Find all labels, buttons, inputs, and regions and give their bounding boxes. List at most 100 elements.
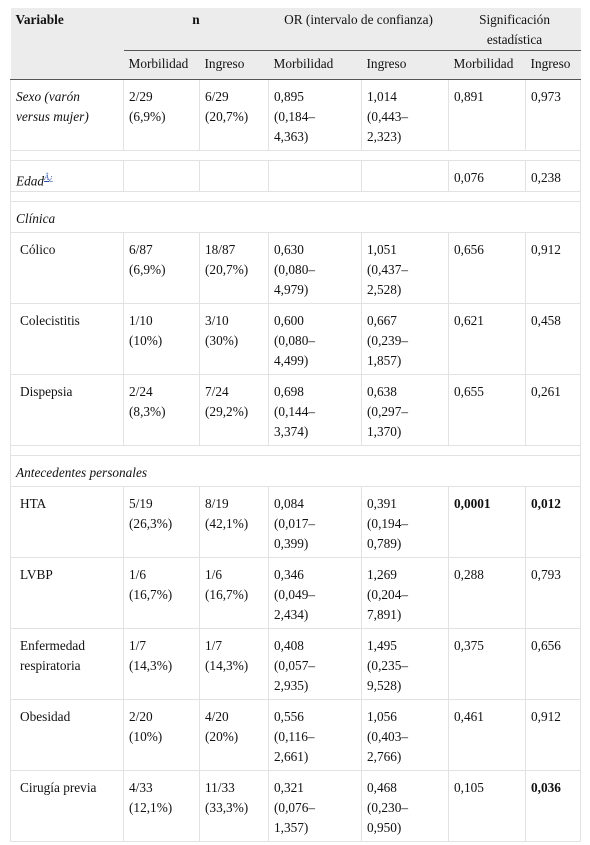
cell-line: 0,912 <box>531 709 561 725</box>
cell-line: 1,857) <box>367 353 402 369</box>
row-label: HTA <box>10 486 124 559</box>
header-row: Variable n OR (intervalo de confianza) S… <box>10 8 581 51</box>
cell-line: 0,912 <box>531 242 561 258</box>
table-cell: 0,468 (0,230– 0,950) <box>360 770 450 843</box>
cell-line: (42,1%) <box>205 516 249 532</box>
cell-line: (0,057– <box>274 658 315 674</box>
table-cell: 0,408 (0,057– 2,935) <box>268 628 362 701</box>
table-cell: 1,495 (0,235– 9,528) <box>360 628 450 701</box>
cell-line: 2/24 <box>129 384 153 400</box>
table-cell: 0,036 <box>525 770 582 843</box>
row-label: Cólico <box>10 232 124 305</box>
table-cell: 18/87 (20,7%) <box>199 232 269 305</box>
table-cell: 0,600 (0,080– 4,499) <box>268 303 362 376</box>
cell-line: 0,076 <box>454 170 484 185</box>
table-cell: 0,667 (0,239– 1,857) <box>360 303 450 376</box>
cell-line: 0,656 <box>454 242 484 258</box>
table-cell: 0,630 (0,080– 4,979) <box>268 232 362 305</box>
cell-line: 0,698 <box>274 384 304 400</box>
data-row: HTA 5/19 (26,3%) 8/19 (42,1%) 0,084 (0,017– 0,3… <box>10 486 582 559</box>
table-cell: 0,793 <box>525 557 582 630</box>
cell-line: 4,979) <box>274 282 309 298</box>
cell-line: 1,357) <box>274 820 309 836</box>
table-cell: 1,056 (0,403– 2,766) <box>360 699 450 772</box>
table-cell <box>199 159 269 193</box>
table-cell: 1,051 (0,437– 2,528) <box>360 232 450 305</box>
cell-line: 0,667 <box>367 313 397 329</box>
cell-line: 1/10 <box>129 313 153 329</box>
cell-line: 7/24 <box>205 384 229 400</box>
cell-line: 18/87 <box>205 242 236 258</box>
cell-line: (0,184– <box>274 109 315 124</box>
header-cell <box>10 50 124 80</box>
reference-link[interactable]: Â¿ <box>44 173 53 182</box>
table-cell: 1/7 (14,3%) <box>199 628 269 701</box>
table-cell: 0,655 <box>448 374 527 447</box>
cell-line: 3/10 <box>205 313 229 329</box>
cell-line: Enfermedad <box>20 638 85 654</box>
cell-line: (0,204– <box>367 587 408 603</box>
data-row: Enfermedad respiratoria 1/7 (14,3%) 1/7 (14,3… <box>10 628 582 701</box>
header-line: estadística <box>486 32 543 47</box>
subheader-row: Morbilidad Ingreso Morbilidad Ingreso Morbil… <box>10 50 581 80</box>
header-line: Significación <box>479 12 550 27</box>
cell-line: (0,080– <box>274 333 315 349</box>
table-cell: 7/24 (29,2%) <box>199 374 269 447</box>
cell-line: 0,891 <box>454 89 484 104</box>
table-cell: 0,346 (0,049– 2,434) <box>268 557 362 630</box>
cell-line: 6/29 <box>205 89 229 104</box>
cell-line: 0,288 <box>454 567 484 583</box>
cell-line: 0,630 <box>274 242 304 258</box>
cell-line: 6/87 <box>129 242 153 258</box>
cell-line: (12,1%) <box>129 800 173 816</box>
table-cell <box>268 159 362 193</box>
results-table: Variable n OR (intervalo de confianza) S… <box>9 8 582 843</box>
cell-line: 0,895 <box>274 89 304 104</box>
cell-line: 0,321 <box>274 780 304 796</box>
cell-line: (0,080– <box>274 262 315 278</box>
cell-line: Obesidad <box>20 709 71 725</box>
cell-line: (33,3%) <box>205 800 249 816</box>
section-row: Antecedentes personales <box>9 455 582 488</box>
cell-line: 9,528) <box>367 678 402 694</box>
table-cell: 0,895 (0,184– 4,363) <box>268 79 362 151</box>
data-row: Cólico 6/87 (6,9%) 18/87 (20,7%) 0,630 (0,080–… <box>10 232 582 305</box>
header-cell: Variable <box>10 8 124 51</box>
cell-line: 0,950) <box>367 820 402 836</box>
cell-line: (16,7%) <box>129 587 173 603</box>
cell-line: 0,399) <box>274 536 309 552</box>
cell-line: 0,458 <box>531 313 561 329</box>
table-cell: 0,638 (0,297– 1,370) <box>360 374 450 447</box>
cell-line: 0,461 <box>454 709 484 725</box>
table-cell <box>123 159 200 193</box>
table-cell: 0,656 <box>448 232 527 305</box>
cell-line: (0,239– <box>367 333 408 349</box>
table-cell: 0,321 (0,076– 1,357) <box>268 770 362 843</box>
table-cell: 1/7 (14,3%) <box>123 628 200 701</box>
table-body: Sexo (varón versus mujer) 2/29 (6,9%) 6/29 (2… <box>9 79 582 843</box>
cell-line: (0,116– <box>274 729 315 745</box>
cell-line: Dispepsia <box>20 384 73 400</box>
cell-line: 0,600 <box>274 313 304 329</box>
cell-line: 0,468 <box>367 780 397 796</box>
cell-line: (0,297– <box>367 404 408 420</box>
spacer-cell <box>9 191 582 203</box>
table-cell: 0,084 (0,017– 0,399) <box>268 486 362 559</box>
cell-line: (8,3%) <box>129 404 166 420</box>
table-cell: 0,891 <box>448 79 527 151</box>
cell-line: 2,935) <box>274 678 309 694</box>
cell-line: 0,656 <box>531 638 561 654</box>
cell-line: (0,437– <box>367 262 408 278</box>
spacer-row <box>9 445 582 457</box>
cell-line: (20,7%) <box>205 262 249 278</box>
table-cell: 1/10 (10%) <box>123 303 200 376</box>
cell-line: respiratoria <box>20 658 81 674</box>
table-cell: 0,261 <box>525 374 582 447</box>
header-cell: n <box>123 8 269 51</box>
data-row: EdadÂ¿ 0,076 0,238 <box>10 159 582 193</box>
cell-line: 1,051 <box>367 242 397 258</box>
cell-line: 1,269 <box>367 567 397 583</box>
spacer-row <box>9 150 582 161</box>
table-cell: 0,076 <box>448 159 527 193</box>
